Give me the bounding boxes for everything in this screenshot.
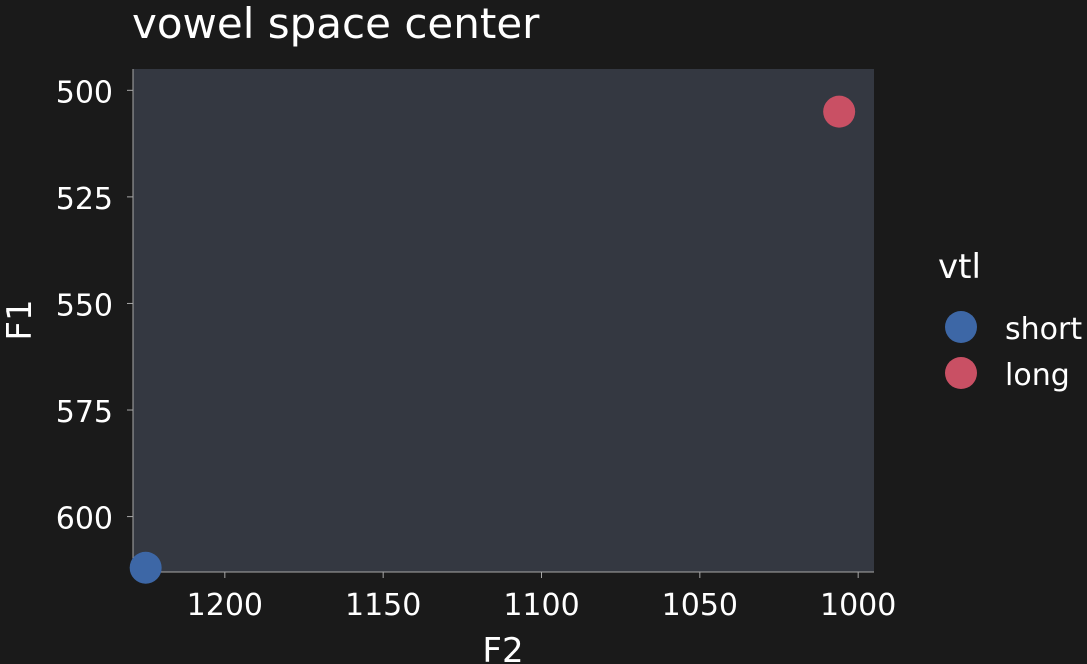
legend: vtl short long	[938, 247, 1082, 393]
legend-title: vtl	[938, 247, 981, 287]
legend-key-long	[945, 357, 977, 389]
x-tick-label: 1000	[820, 588, 896, 623]
x-tick-label: 1100	[503, 588, 579, 623]
plot-panel	[133, 69, 874, 572]
y-tick-label: 575	[56, 395, 113, 430]
x-tick-label: 1200	[187, 588, 263, 623]
y-tick-label: 550	[56, 288, 113, 323]
y-tick-label: 525	[56, 182, 113, 217]
y-tick-label: 600	[56, 502, 113, 537]
x-tick-label: 1150	[345, 588, 421, 623]
x-axis-ticks: 1200 1150 1100 1050 1000	[187, 572, 896, 623]
data-point-long	[823, 95, 856, 128]
legend-key-short	[945, 311, 977, 343]
x-axis-label: F2	[482, 631, 523, 664]
legend-label-long: long	[1005, 358, 1070, 393]
y-axis-ticks: 500 525 550 575 600	[56, 75, 133, 537]
x-tick-label: 1050	[662, 588, 738, 623]
legend-items: short long	[945, 311, 1082, 393]
legend-label-short: short	[1005, 312, 1082, 347]
y-tick-label: 500	[56, 75, 113, 110]
chart-title: vowel space center	[132, 0, 540, 48]
data-points	[129, 95, 856, 584]
y-axis-label: F1	[0, 299, 40, 340]
data-point-short	[129, 551, 162, 584]
